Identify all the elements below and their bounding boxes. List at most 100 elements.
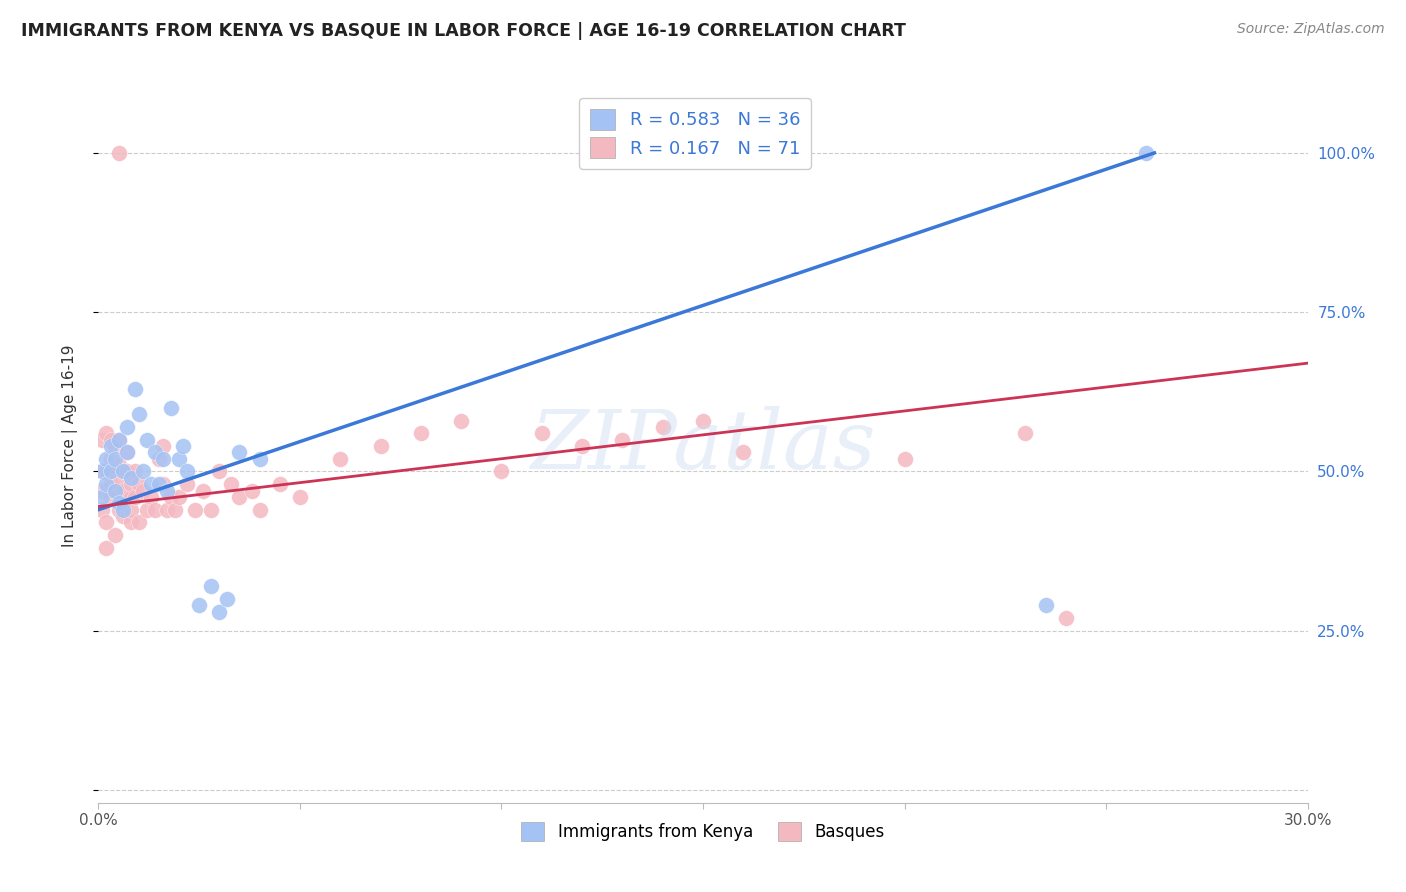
Y-axis label: In Labor Force | Age 16-19: In Labor Force | Age 16-19 xyxy=(62,344,77,548)
Point xyxy=(120,502,142,516)
Point xyxy=(128,516,150,530)
Point xyxy=(139,490,162,504)
Point xyxy=(124,465,146,479)
Point xyxy=(409,426,432,441)
Point xyxy=(91,490,114,504)
Point xyxy=(450,413,472,427)
Point xyxy=(96,451,118,466)
Point xyxy=(132,465,155,479)
Point xyxy=(124,382,146,396)
Point xyxy=(103,528,125,542)
Point xyxy=(184,502,207,516)
Point xyxy=(107,477,129,491)
Point xyxy=(107,433,129,447)
Point xyxy=(103,465,125,479)
Text: IMMIGRANTS FROM KENYA VS BASQUE IN LABOR FORCE | AGE 16-19 CORRELATION CHART: IMMIGRANTS FROM KENYA VS BASQUE IN LABOR… xyxy=(21,22,905,40)
Point xyxy=(107,458,129,472)
Point xyxy=(612,433,634,447)
Point xyxy=(228,490,250,504)
Point xyxy=(143,502,166,516)
Point xyxy=(172,439,194,453)
Point xyxy=(107,433,129,447)
Point xyxy=(96,477,118,491)
Point xyxy=(217,591,239,606)
Point xyxy=(115,490,138,504)
Point xyxy=(893,451,915,466)
Point xyxy=(571,439,593,453)
Point xyxy=(111,465,134,479)
Point xyxy=(120,516,142,530)
Point xyxy=(91,465,114,479)
Point xyxy=(124,490,146,504)
Point xyxy=(530,426,553,441)
Point xyxy=(1014,426,1036,441)
Point xyxy=(651,420,673,434)
Point xyxy=(152,451,174,466)
Point xyxy=(111,483,134,498)
Point xyxy=(160,401,183,415)
Point xyxy=(107,502,129,516)
Point xyxy=(269,477,291,491)
Point xyxy=(91,465,114,479)
Point xyxy=(103,483,125,498)
Point xyxy=(96,541,118,555)
Point xyxy=(100,451,122,466)
Point xyxy=(135,502,157,516)
Point xyxy=(96,516,118,530)
Point xyxy=(128,477,150,491)
Point xyxy=(288,490,311,504)
Point xyxy=(208,605,231,619)
Point xyxy=(491,465,513,479)
Point xyxy=(143,445,166,459)
Point xyxy=(115,445,138,459)
Point xyxy=(111,465,134,479)
Point xyxy=(733,445,755,459)
Point xyxy=(176,465,198,479)
Point xyxy=(188,599,211,613)
Point xyxy=(208,465,231,479)
Point xyxy=(152,477,174,491)
Point xyxy=(221,477,243,491)
Point xyxy=(200,502,222,516)
Point xyxy=(115,465,138,479)
Point xyxy=(249,451,271,466)
Point xyxy=(91,483,114,498)
Point xyxy=(370,439,392,453)
Point xyxy=(100,490,122,504)
Point xyxy=(1135,145,1157,160)
Point xyxy=(91,433,114,447)
Point xyxy=(111,509,134,524)
Point xyxy=(115,420,138,434)
Point xyxy=(103,439,125,453)
Point xyxy=(120,490,142,504)
Point xyxy=(167,451,190,466)
Point xyxy=(152,439,174,453)
Point xyxy=(91,502,114,516)
Point xyxy=(249,502,271,516)
Point xyxy=(167,490,190,504)
Point xyxy=(96,465,118,479)
Point xyxy=(135,433,157,447)
Point xyxy=(240,483,263,498)
Text: Source: ZipAtlas.com: Source: ZipAtlas.com xyxy=(1237,22,1385,37)
Point xyxy=(139,477,162,491)
Point xyxy=(329,451,352,466)
Point xyxy=(120,471,142,485)
Point xyxy=(107,496,129,510)
Point xyxy=(1054,611,1077,625)
Point xyxy=(100,439,122,453)
Point xyxy=(176,477,198,491)
Point xyxy=(156,502,179,516)
Point xyxy=(96,426,118,441)
Point xyxy=(111,502,134,516)
Point xyxy=(163,502,186,516)
Point xyxy=(100,433,122,447)
Point xyxy=(100,477,122,491)
Point xyxy=(120,477,142,491)
Point xyxy=(193,483,215,498)
Text: ZIPatlas: ZIPatlas xyxy=(530,406,876,486)
Point xyxy=(692,413,714,427)
Point xyxy=(103,451,125,466)
Point xyxy=(132,483,155,498)
Point xyxy=(148,451,170,466)
